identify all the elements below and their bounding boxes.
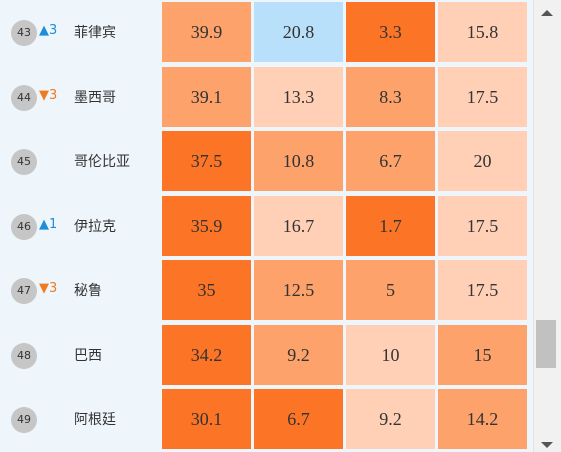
score-cell: 10 — [346, 325, 435, 385]
scroll-up-icon[interactable] — [541, 10, 553, 16]
score-cell: 5 — [346, 260, 435, 320]
scroll-thumb[interactable] — [536, 320, 556, 368]
rank-badge: 47 — [11, 278, 37, 304]
score-cell: 1.7 — [346, 196, 435, 256]
rank-badge: 43 — [11, 20, 37, 46]
score-cell: 10.8 — [254, 131, 343, 191]
country-name: 哥伦比亚 — [74, 154, 130, 170]
score-cell: 37.5 — [162, 131, 251, 191]
country-name: 墨西哥 — [74, 90, 116, 106]
score-cell: 35.9 — [162, 196, 251, 256]
score-cell: 12.5 — [254, 260, 343, 320]
score-cell: 15.8 — [438, 2, 527, 62]
score-cell: 14.2 — [438, 389, 527, 449]
score-cell: 20 — [438, 131, 527, 191]
score-cell: 13.3 — [254, 67, 343, 127]
score-cell: 39.1 — [162, 67, 251, 127]
country-name: 阿根廷 — [74, 412, 116, 428]
score-cell: 34.2 — [162, 325, 251, 385]
score-cell: 9.2 — [346, 389, 435, 449]
score-cell: 16.7 — [254, 196, 343, 256]
country-name: 菲律宾 — [74, 25, 116, 41]
rank-down-indicator: ▼3 — [39, 281, 58, 296]
table-row: 46 ▲1 伊拉克 35.9 16.7 1.7 17.5 — [0, 194, 533, 258]
table-row: 49 阿根廷 30.1 6.7 9.2 14.2 — [0, 387, 533, 451]
table-row: 47 ▼3 秘鲁 35 12.5 5 17.5 — [0, 258, 533, 322]
score-cell: 39.9 — [162, 2, 251, 62]
score-cell: 17.5 — [438, 196, 527, 256]
score-cell: 20.8 — [254, 2, 343, 62]
rank-badge: 49 — [11, 407, 37, 433]
country-name: 伊拉克 — [74, 219, 116, 235]
score-cell: 30.1 — [162, 389, 251, 449]
rank-badge: 45 — [11, 149, 37, 175]
score-cell: 15 — [438, 325, 527, 385]
rank-up-indicator: ▲1 — [39, 217, 58, 232]
table-row: 44 ▼3 墨西哥 39.1 13.3 8.3 17.5 — [0, 65, 533, 129]
rank-badge: 44 — [11, 85, 37, 111]
rank-up-indicator: ▲3 — [39, 23, 58, 38]
rank-badge: 46 — [11, 214, 37, 240]
score-cell: 17.5 — [438, 67, 527, 127]
score-cell: 8.3 — [346, 67, 435, 127]
ranking-table: 43 ▲3 菲律宾 39.9 20.8 3.3 15.8 44 ▼3 墨西哥 39.1 13.3 8.3… — [0, 0, 533, 452]
rank-badge: 48 — [11, 343, 37, 369]
table-row: 43 ▲3 菲律宾 39.9 20.8 3.3 15.8 — [0, 0, 533, 64]
scroll-down-icon[interactable] — [541, 442, 553, 448]
table-row: 48 巴西 34.2 9.2 10 15 — [0, 323, 533, 387]
country-name: 秘鲁 — [74, 283, 102, 299]
score-cell: 6.7 — [346, 131, 435, 191]
score-cell: 35 — [162, 260, 251, 320]
country-name: 巴西 — [74, 348, 102, 364]
score-cell: 6.7 — [254, 389, 343, 449]
score-cell: 3.3 — [346, 2, 435, 62]
rank-down-indicator: ▼3 — [39, 88, 58, 103]
score-cell: 9.2 — [254, 325, 343, 385]
vertical-scrollbar[interactable] — [533, 0, 561, 452]
score-cell: 17.5 — [438, 260, 527, 320]
table-row: 45 哥伦比亚 37.5 10.8 6.7 20 — [0, 129, 533, 193]
